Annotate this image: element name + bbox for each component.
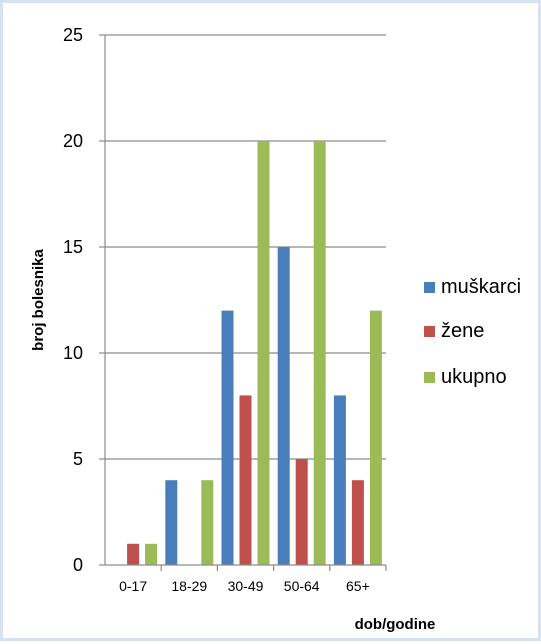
x-tick-label: 0-17 <box>119 578 147 594</box>
legend-label: ukupno <box>441 366 507 388</box>
bar-ukupno-0-17 <box>145 543 158 565</box>
x-tick-label: 65+ <box>346 578 370 594</box>
x-tick-label: 18-29 <box>171 578 207 594</box>
legend-label: muškarci <box>441 276 521 298</box>
bar-muškarci-18-29 <box>165 480 178 565</box>
legend-label: žene <box>441 320 484 342</box>
bar-žene-30-49 <box>239 395 252 565</box>
x-axis-title: dob/godine <box>355 616 436 633</box>
y-tick-label: 15 <box>63 237 83 257</box>
legend-swatch <box>424 372 435 383</box>
bar-muškarci-50-64 <box>277 247 290 565</box>
y-tick-label: 10 <box>63 343 83 363</box>
y-tick-label: 25 <box>63 25 83 45</box>
legend: muškarci žene ukupno <box>424 276 521 388</box>
bar-ukupno-18-29 <box>201 480 214 565</box>
bars <box>127 141 382 565</box>
bar-chart: 0 5 10 15 20 25 0-17 18-29 30-49 50-64 65+ broj b… <box>30 25 521 633</box>
bar-žene-50-64 <box>295 459 308 565</box>
axes <box>99 34 387 571</box>
x-tick-label: 30-49 <box>228 578 264 594</box>
bar-ukupno-50-64 <box>313 141 326 565</box>
bar-žene-0-17 <box>127 543 140 565</box>
bar-ukupno-65+ <box>369 310 382 565</box>
x-tick-label: 50-64 <box>284 578 320 594</box>
y-tick-label: 0 <box>73 555 83 575</box>
y-axis-title: broj bolesnika <box>30 249 47 351</box>
legend-swatch <box>424 326 435 337</box>
bar-muškarci-30-49 <box>221 310 234 565</box>
bar-muškarci-65+ <box>333 395 346 565</box>
bar-žene-65+ <box>351 480 364 565</box>
bar-ukupno-30-49 <box>257 141 270 565</box>
y-tick-label: 5 <box>73 449 83 469</box>
legend-swatch <box>424 282 435 293</box>
x-tick-labels: 0-17 18-29 30-49 50-64 65+ <box>119 578 370 594</box>
y-tick-labels: 0 5 10 15 20 25 <box>63 25 83 575</box>
y-tick-label: 20 <box>63 131 83 151</box>
